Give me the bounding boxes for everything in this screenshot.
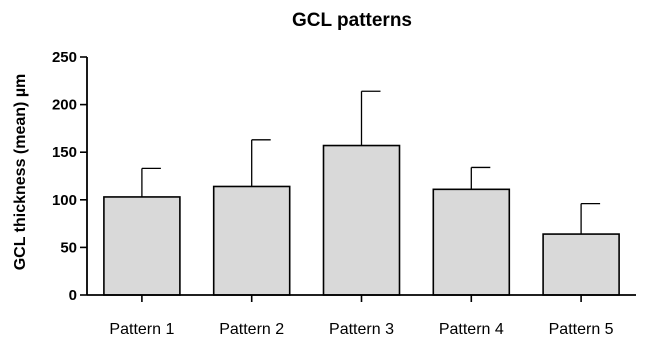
y-tick-label-0: 0 (69, 287, 77, 304)
bar-4 (432, 188, 511, 296)
bar-2 (212, 185, 291, 296)
y-tick-label-250: 250 (52, 49, 77, 66)
axes-layer: Pattern 1 Pattern 2 Pattern 3 Pattern 4 Patt… (52, 49, 636, 338)
bars-layer (103, 90, 620, 296)
x-tick-label-1: Pattern 1 (109, 321, 174, 338)
x-tick-label-2: Pattern 2 (219, 321, 284, 338)
y-tick-label-150: 150 (52, 144, 77, 161)
bar-3 (322, 144, 401, 296)
x-tick-label-5: Pattern 5 (549, 321, 614, 338)
bar-5 (542, 233, 620, 296)
y-axis-label: GCL thickness (mean) µm (12, 74, 29, 271)
bar-1 (103, 196, 181, 296)
y-tick-label-50: 50 (60, 239, 77, 256)
y-tick-label-200: 200 (52, 97, 77, 114)
x-tick-label-4: Pattern 4 (439, 321, 504, 338)
x-tick-label-3: Pattern 3 (329, 321, 394, 338)
y-tick-label-100: 100 (52, 192, 77, 209)
chart-title: GCL patterns (292, 10, 412, 31)
